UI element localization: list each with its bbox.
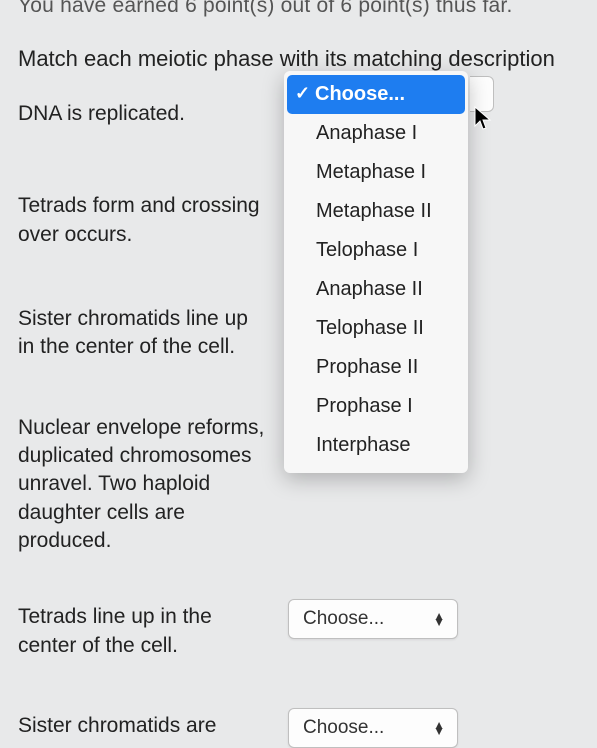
dropdown-option-prophase-1[interactable]: Prophase I [284, 387, 468, 426]
phase-select-1-dropdown[interactable]: Choose... Anaphase I Metaphase I Metapha… [284, 71, 468, 473]
prompt-text-1: DNA is replicated. [18, 96, 268, 128]
dropdown-option-telophase-1[interactable]: Telophase I [284, 231, 468, 270]
phase-select-6[interactable]: Choose... ▲▼ [288, 708, 458, 748]
select-label: Choose... [303, 717, 384, 739]
dropdown-option-telophase-2[interactable]: Telophase II [284, 309, 468, 348]
prompt-text-5: Tetrads line up in the center of the cel… [18, 599, 268, 660]
dropdown-option-prophase-2[interactable]: Prophase II [284, 348, 468, 387]
mouse-cursor-icon [474, 106, 492, 132]
phase-select-5[interactable]: Choose... ▲▼ [288, 599, 458, 639]
match-row-6: Sister chromatids are Choose... ▲▼ [18, 708, 579, 748]
prompt-text-6: Sister chromatids are [18, 708, 268, 740]
question-instruction: Match each meiotic phase with its matchi… [18, 46, 579, 72]
prompt-text-3: Sister chromatids line up in the center … [18, 301, 268, 362]
dropdown-option-anaphase-1[interactable]: Anaphase I [284, 114, 468, 153]
match-row-5: Tetrads line up in the center of the cel… [18, 599, 579, 660]
prompt-text-4: Nuclear envelope reforms, duplicated chr… [18, 410, 268, 556]
dropdown-option-interphase[interactable]: Interphase [284, 426, 468, 465]
points-earned-text: You have earned 6 point(s) out of 6 poin… [18, 0, 579, 18]
dropdown-option-metaphase-1[interactable]: Metaphase I [284, 153, 468, 192]
dropdown-option-metaphase-2[interactable]: Metaphase II [284, 192, 468, 231]
updown-icon: ▲▼ [433, 613, 445, 625]
dropdown-option-choose[interactable]: Choose... [287, 75, 465, 114]
updown-icon: ▲▼ [433, 722, 445, 734]
select-label: Choose... [303, 608, 384, 630]
dropdown-option-anaphase-2[interactable]: Anaphase II [284, 270, 468, 309]
prompt-text-2: Tetrads form and crossing over occurs. [18, 188, 268, 249]
